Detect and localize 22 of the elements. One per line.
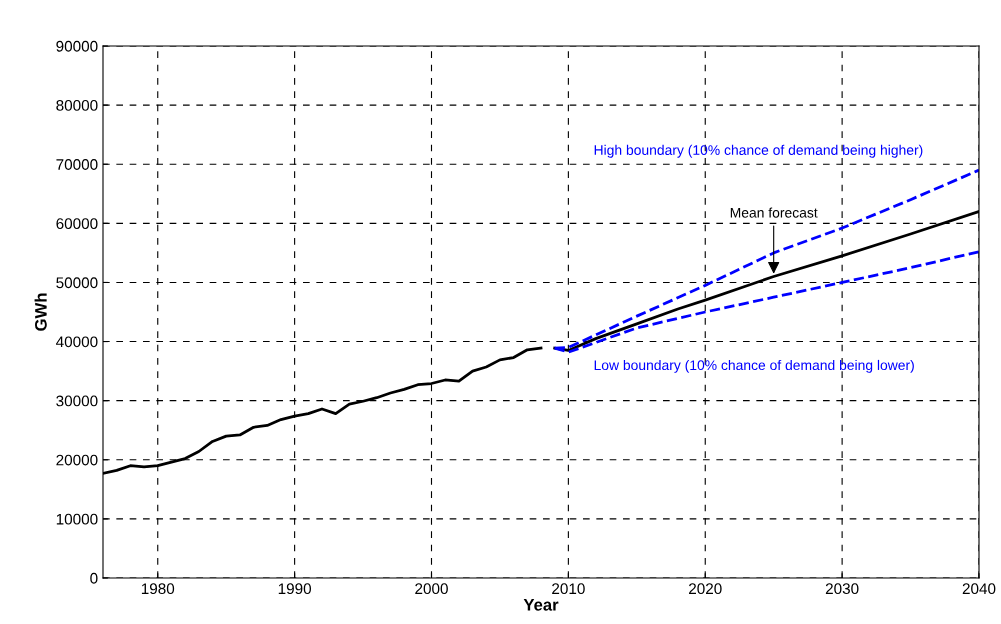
y-tick-label: 40000 [56, 336, 98, 348]
x-tick-label: 2030 [825, 583, 859, 595]
x-tick-label: 1980 [141, 583, 175, 595]
y-tick-label: 10000 [56, 513, 98, 525]
annotation: High boundary (10% chance of demand being higher) [594, 144, 923, 158]
y-tick-label: 0 [90, 572, 98, 584]
y-tick-label: 20000 [56, 454, 98, 466]
x-tick-label: 2040 [962, 583, 996, 595]
y-tick-label: 80000 [56, 99, 98, 111]
y-tick-label: 50000 [56, 277, 98, 289]
y-tick-label: 90000 [56, 40, 98, 52]
annotation: Low boundary (10% chance of demand being lower) [594, 359, 914, 373]
annotation: Mean forecast [730, 207, 818, 218]
x-tick-label: 2000 [415, 583, 448, 595]
x-tick-label: 1990 [278, 583, 312, 595]
x-tick-label: 2020 [689, 583, 722, 595]
x-axis-title: Year [523, 599, 559, 611]
x-tick-label: 2010 [552, 583, 585, 595]
y-tick-label: 70000 [56, 159, 98, 170]
y-tick-label: 60000 [56, 218, 98, 230]
y-axis-title: GWh [34, 293, 47, 331]
y-tick-label: 30000 [56, 395, 98, 407]
